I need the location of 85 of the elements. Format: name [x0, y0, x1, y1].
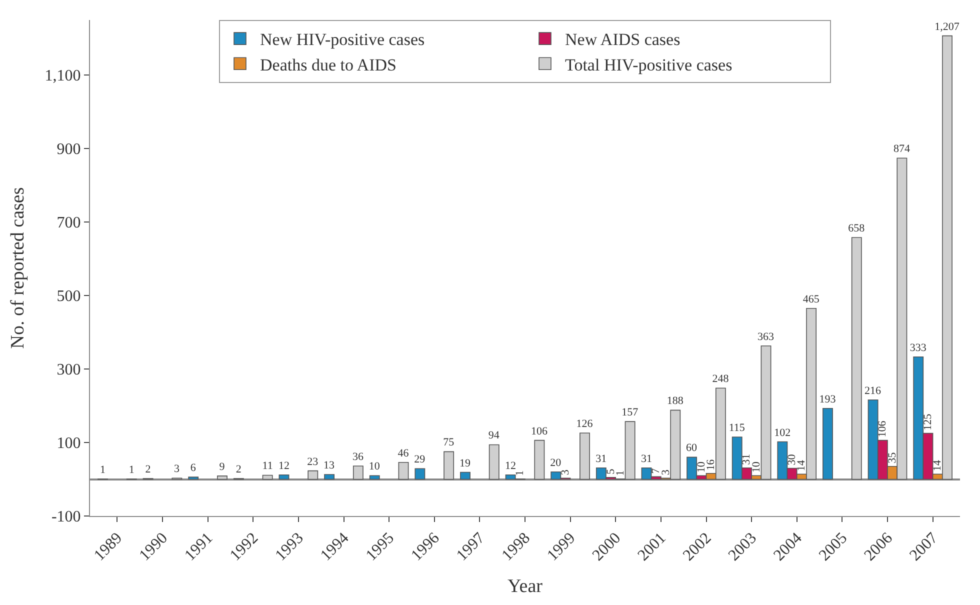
legend-label: New HIV-positive cases [260, 30, 425, 50]
data-label: 35 [886, 452, 898, 464]
data-label: 2 [236, 464, 242, 476]
data-label: 126 [576, 418, 594, 430]
legend-label: Deaths due to AIDS [260, 55, 396, 74]
bar [262, 474, 273, 480]
data-label: 14 [932, 460, 944, 472]
data-label: 3 [559, 469, 572, 476]
data-label: 6 [190, 462, 196, 474]
y-tick-label: 1,100 [44, 68, 81, 85]
data-label: 75 [443, 436, 455, 449]
data-label: 12 [505, 460, 516, 472]
bar [534, 440, 545, 480]
data-label: 5 [604, 468, 617, 474]
data-label: 658 [848, 222, 866, 235]
data-label: 23 [307, 456, 319, 468]
bar [488, 444, 500, 480]
bar [398, 462, 409, 480]
bar [851, 237, 862, 480]
bar [188, 476, 199, 480]
y-tick-label: 900 [56, 141, 81, 158]
data-label: 36 [352, 451, 364, 464]
data-label: 16 [705, 458, 718, 470]
x-tick-label: 1991 [182, 530, 216, 564]
data-label: 248 [712, 373, 730, 386]
y-tick-label: -100 [51, 508, 81, 526]
data-label: 465 [802, 293, 820, 306]
y-axis-title: No. of reported cases [8, 187, 29, 349]
data-label: 216 [864, 384, 882, 397]
bar [278, 474, 290, 480]
data-label: 46 [398, 447, 410, 460]
data-label: 363 [758, 330, 775, 343]
data-label: 10 [750, 461, 762, 473]
legend-label: Total HIV-positive cases [565, 55, 732, 74]
data-label: 1,207 [934, 20, 960, 33]
data-label: 874 [893, 143, 910, 156]
data-label: 157 [622, 406, 639, 419]
y-tick-label: 700 [56, 214, 81, 232]
data-label: 60 [686, 442, 698, 454]
data-label: 10 [368, 460, 380, 473]
data-label: 1 [128, 464, 134, 476]
y-tick-label: 100 [56, 435, 81, 452]
bar [822, 408, 833, 480]
bar [444, 451, 454, 480]
data-label: 29 [414, 454, 426, 466]
legend-label: New AIDS cases [565, 30, 680, 50]
data-label: 106 [876, 420, 889, 438]
data-label: 188 [666, 395, 684, 408]
data-label: 10 [695, 461, 708, 473]
bar [414, 468, 426, 480]
data-label: 13 [324, 459, 336, 472]
bar [308, 470, 318, 480]
data-label: 7 [650, 468, 662, 474]
data-label: 31 [740, 454, 753, 465]
data-label: 1 [614, 470, 626, 476]
y-tick-label: 300 [56, 362, 81, 379]
data-label: 20 [550, 456, 562, 469]
data-label: 31 [596, 452, 607, 465]
bar [324, 474, 335, 480]
data-label: 11 [262, 460, 273, 472]
bar [580, 432, 590, 480]
data-label: 115 [728, 422, 746, 434]
data-label: 2 [145, 464, 151, 476]
data-label: 19 [459, 457, 471, 470]
data-label: 125 [922, 413, 934, 430]
x-axis-title: Year [507, 576, 544, 598]
bar [460, 472, 470, 480]
data-label: 94 [488, 430, 500, 442]
bar [217, 476, 228, 480]
data-label: 9 [219, 460, 226, 473]
data-label: 3 [174, 463, 180, 476]
y-tick-label: 500 [56, 288, 81, 306]
data-label: 102 [774, 426, 791, 439]
data-label: 1 [100, 464, 106, 476]
data-label: 30 [786, 454, 798, 466]
data-label: 14 [796, 460, 808, 472]
bar [352, 466, 364, 480]
data-label: 12 [278, 460, 290, 472]
data-label: 3 [660, 469, 672, 476]
data-label: 106 [530, 425, 548, 438]
bar [369, 475, 380, 480]
data-label: 31 [640, 452, 652, 465]
data-label: 333 [910, 342, 927, 354]
data-label: 1 [514, 470, 526, 476]
data-label: 193 [819, 393, 836, 406]
